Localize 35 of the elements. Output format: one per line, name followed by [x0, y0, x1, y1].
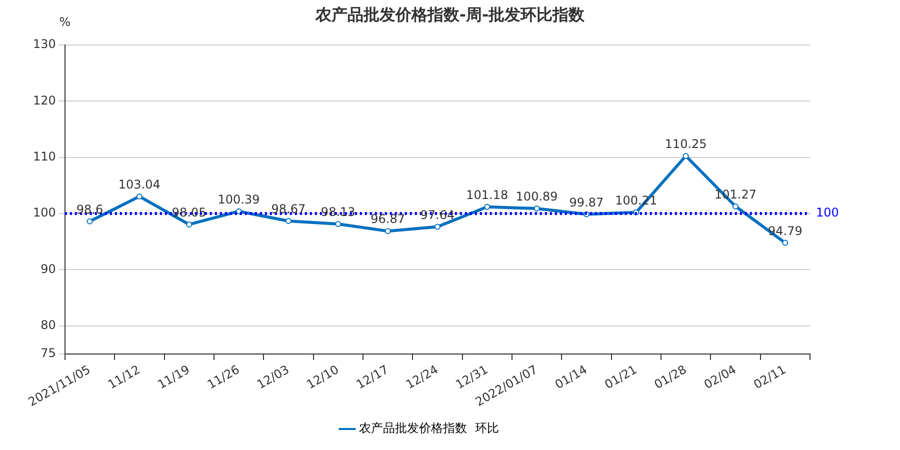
- data-label: 98.67: [271, 202, 306, 216]
- point: [335, 221, 342, 228]
- point: [682, 152, 689, 159]
- data-label: 99.87: [569, 195, 604, 210]
- data-label: 100.39: [218, 192, 260, 206]
- point: [782, 240, 788, 246]
- data-label: 98.05: [172, 206, 206, 220]
- ref-line-label: 100: [816, 206, 839, 220]
- point: [534, 206, 540, 212]
- point: [434, 224, 440, 230]
- point: [285, 218, 292, 224]
- y-tick-label: 130: [33, 37, 56, 52]
- point: [384, 228, 391, 234]
- data-label: 103.04: [118, 178, 160, 192]
- data-label: 98.6: [76, 202, 104, 217]
- data-label: 100.89: [516, 190, 558, 204]
- point: [86, 218, 93, 224]
- point: [484, 204, 490, 210]
- y-axis-title: %: [59, 15, 71, 30]
- point: [186, 221, 192, 228]
- y-tick-label: 120: [33, 93, 56, 108]
- data-label: 110.25: [664, 137, 707, 152]
- y-tick-label: 75: [40, 346, 56, 360]
- data-label: 101.18: [466, 188, 508, 202]
- y-tick-label: 80: [40, 318, 56, 332]
- y-tick-label: 100: [33, 206, 56, 220]
- y-tick-label: 110: [33, 149, 56, 164]
- data-label: 97.64: [420, 208, 455, 222]
- data-label: 96.87: [370, 212, 405, 226]
- legend-label: 农产品批发价格指数 环比: [359, 421, 499, 436]
- data-label: 98.13: [320, 205, 356, 220]
- y-tick-label: 90: [40, 262, 56, 276]
- point: [136, 193, 142, 200]
- point: [732, 203, 738, 210]
- chart-title: 农产品批发价格指数-周-批发环比指数: [314, 5, 586, 24]
